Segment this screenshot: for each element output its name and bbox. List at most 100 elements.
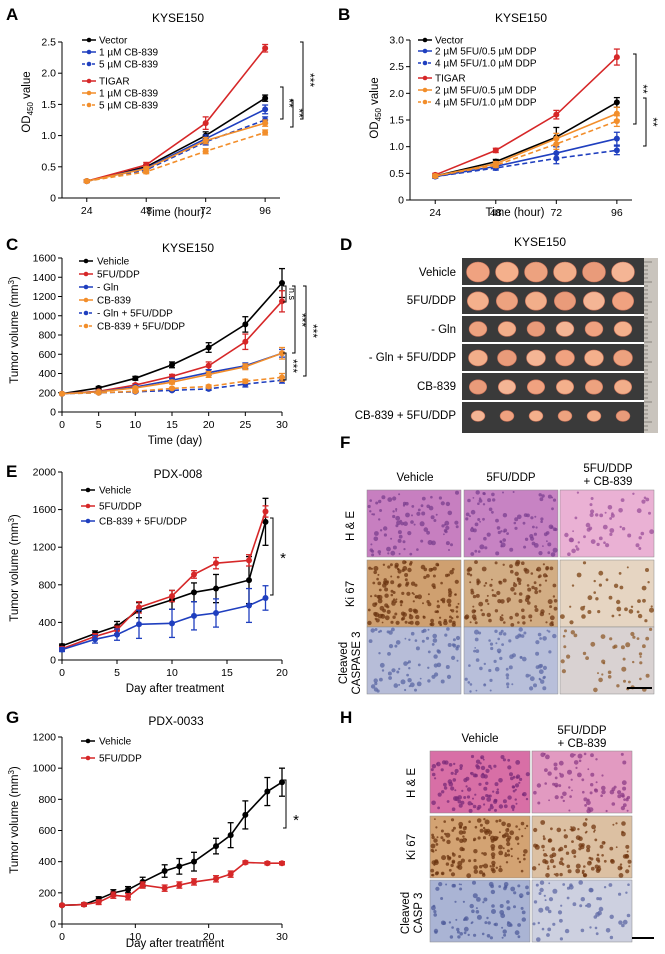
cell-nucleus (402, 540, 406, 544)
cell-nucleus (450, 609, 455, 613)
cell-nucleus (531, 541, 536, 546)
cell-nucleus (577, 828, 580, 831)
data-point (132, 375, 139, 382)
panel-h-label: H (340, 708, 352, 727)
cell-nucleus (379, 509, 383, 512)
x-tick-label: 10 (166, 667, 178, 679)
cell-nucleus (490, 889, 496, 895)
cell-nucleus (511, 683, 514, 686)
cell-nucleus (398, 552, 401, 555)
cell-nucleus (562, 883, 566, 886)
cell-nucleus (474, 522, 479, 527)
tumor (497, 321, 517, 337)
cell-nucleus (430, 843, 436, 849)
cell-nucleus (617, 794, 622, 799)
cell-nucleus (458, 883, 461, 886)
series-line (86, 122, 266, 182)
cell-nucleus (448, 921, 452, 924)
cell-nucleus (595, 597, 599, 601)
cell-nucleus (387, 671, 392, 676)
cell-nucleus (443, 786, 448, 790)
cell-nucleus (546, 629, 549, 632)
cell-nucleus (554, 795, 559, 800)
data-point (262, 594, 269, 601)
cell-nucleus (567, 869, 572, 874)
cell-nucleus (586, 800, 591, 806)
cell-nucleus (586, 903, 592, 908)
cell-nucleus (577, 772, 582, 778)
tumor (553, 291, 576, 311)
data-point (242, 363, 249, 370)
cell-nucleus (595, 758, 598, 761)
cell-nucleus (499, 910, 505, 915)
cell-nucleus (533, 827, 538, 833)
cell-nucleus (394, 644, 398, 648)
cell-nucleus (381, 495, 386, 500)
cell-nucleus (437, 806, 440, 810)
cell-nucleus (463, 926, 469, 932)
cell-nucleus (493, 799, 498, 804)
cell-nucleus (374, 628, 378, 631)
y-tick-label: 1.5 (389, 115, 404, 127)
data-point (125, 893, 131, 900)
cell-nucleus (448, 619, 453, 623)
cell-nucleus (431, 643, 435, 646)
cell-nucleus (551, 847, 556, 852)
cell-nucleus (428, 567, 433, 572)
cell-nucleus (494, 629, 498, 633)
cell-nucleus (620, 806, 626, 811)
chart-a-ylabel: OD450 value (21, 71, 35, 132)
cell-nucleus (488, 881, 494, 887)
cell-nucleus (490, 646, 494, 651)
cell-nucleus (532, 922, 536, 926)
cell-nucleus (514, 612, 520, 617)
cell-nucleus (523, 545, 527, 549)
cell-nucleus (395, 598, 398, 601)
cell-nucleus (475, 649, 480, 653)
cell-nucleus (590, 539, 596, 544)
cell-nucleus (377, 594, 383, 600)
cell-nucleus (518, 599, 523, 603)
tile-background (559, 626, 655, 695)
cell-nucleus (475, 658, 480, 662)
cell-nucleus (482, 492, 486, 495)
cell-nucleus (455, 490, 459, 495)
cell-nucleus (570, 826, 572, 828)
cell-nucleus (595, 781, 598, 784)
cell-nucleus (470, 552, 475, 556)
cell-nucleus (510, 587, 515, 592)
cell-nucleus (497, 599, 502, 604)
cell-nucleus (622, 803, 627, 807)
cell-nucleus (466, 787, 472, 792)
data-point (279, 860, 285, 867)
cell-nucleus (368, 639, 373, 643)
tumor-row-3: - Gln (431, 324, 456, 336)
cell-nucleus (596, 853, 600, 857)
cell-nucleus (489, 642, 494, 646)
cell-nucleus (504, 853, 508, 858)
series-c-5 (59, 372, 285, 397)
cell-nucleus (457, 860, 463, 866)
cell-nucleus (397, 568, 400, 571)
cell-nucleus (542, 686, 547, 691)
cell-nucleus (552, 782, 556, 786)
cell-nucleus (535, 883, 539, 887)
cell-nucleus (512, 808, 515, 812)
x-tick-label: 96 (259, 205, 271, 217)
cell-nucleus (376, 577, 379, 581)
cell-nucleus (387, 652, 391, 656)
cell-nucleus (393, 683, 399, 688)
cell-nucleus (517, 923, 521, 927)
cell-nucleus (474, 825, 478, 829)
cell-nucleus (446, 800, 450, 803)
cell-nucleus (445, 883, 448, 886)
cell-nucleus (381, 621, 384, 624)
cell-nucleus (481, 932, 485, 936)
cell-nucleus (632, 492, 635, 495)
cell-nucleus (548, 897, 554, 902)
cell-nucleus (521, 608, 525, 613)
cell-nucleus (506, 532, 509, 535)
cell-nucleus (559, 937, 564, 941)
cell-nucleus (517, 514, 522, 520)
cell-nucleus (422, 628, 427, 633)
